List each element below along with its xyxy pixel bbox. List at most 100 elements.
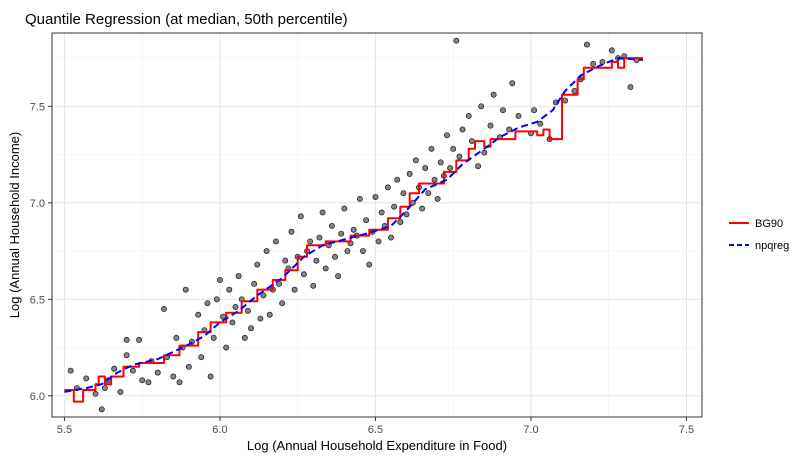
data-point (129, 367, 136, 374)
data-point (235, 273, 242, 280)
data-point (313, 257, 320, 264)
data-point (428, 145, 435, 152)
data-point (316, 234, 323, 241)
data-point (251, 280, 258, 287)
data-point (300, 271, 307, 278)
data-point (468, 138, 475, 145)
data-point (136, 336, 143, 343)
data-point (263, 248, 270, 255)
data-point (444, 132, 450, 139)
data-point (161, 305, 167, 312)
data-point (447, 165, 454, 172)
data-point (310, 282, 317, 289)
data-point (272, 238, 279, 245)
y-tick-label: 7.0 (30, 198, 45, 210)
data-point (509, 80, 516, 87)
data-point (307, 238, 314, 245)
x-tick-label: 7.5 (679, 424, 694, 436)
data-point (412, 157, 419, 164)
data-point (397, 219, 404, 226)
data-point (145, 379, 152, 386)
data-point (332, 253, 338, 260)
data-point (450, 145, 457, 152)
data-point (226, 286, 233, 293)
data-point (481, 149, 488, 156)
data-point (571, 87, 578, 94)
data-point (437, 159, 444, 166)
y-tick-label: 7.5 (30, 101, 45, 113)
axis-ticks: 5.5 6.0 6.5 7.0 7.5 6.0 6.5 7.0 7.5 (30, 101, 694, 436)
regression-lines (64, 57, 643, 403)
data-point (98, 406, 105, 413)
data-point (111, 365, 118, 372)
data-point (500, 107, 506, 114)
data-point (319, 209, 326, 216)
data-point (465, 113, 472, 119)
data-point (360, 248, 366, 255)
legend-label-npqreg: npqreg (755, 240, 789, 252)
data-point (198, 354, 205, 361)
data-point (456, 153, 463, 160)
data-point (170, 373, 177, 380)
data-point (350, 226, 357, 233)
data-point (229, 319, 236, 326)
data-point (419, 205, 426, 212)
data-point (282, 257, 289, 264)
plot-border (51, 32, 703, 418)
data-point (378, 209, 385, 216)
data-point (478, 103, 485, 110)
data-point (608, 47, 615, 54)
chart-title: Quantile Regression (at median, 50th per… (25, 11, 348, 28)
data-point (297, 213, 304, 220)
data-point (459, 126, 466, 133)
data-point (204, 300, 211, 307)
data-point (223, 344, 230, 351)
y-tick-label: 6.5 (30, 294, 45, 306)
data-point (248, 325, 254, 332)
data-point (244, 307, 251, 314)
data-point (176, 379, 183, 386)
x-tick-label: 6.0 (212, 424, 227, 436)
data-point (453, 37, 460, 44)
x-tick-label: 7.0 (523, 424, 538, 436)
data-point (425, 190, 432, 197)
data-point (322, 265, 329, 272)
data-point (232, 304, 239, 310)
data-point (288, 228, 295, 235)
y-tick-label: 6.0 (30, 391, 45, 403)
data-point (384, 184, 391, 191)
data-point (241, 334, 248, 341)
legend-label-bg90: BG90 (755, 218, 783, 230)
data-point (207, 373, 214, 380)
data-point (366, 261, 373, 268)
data-point (475, 163, 482, 170)
legend: BG90 npqreg (729, 218, 789, 252)
data-point (328, 223, 335, 229)
x-tick-label: 5.5 (57, 424, 72, 436)
data-point (154, 369, 161, 376)
data-point (403, 211, 410, 218)
data-point (627, 84, 634, 90)
data-point (388, 234, 394, 241)
data-point (195, 311, 202, 318)
data-point (341, 205, 348, 212)
data-point (213, 296, 220, 303)
data-point (391, 203, 398, 210)
series-line-bg90 (64, 57, 643, 403)
data-point (406, 170, 413, 177)
data-point (92, 390, 99, 397)
series-line-npqreg (64, 57, 643, 393)
data-point (182, 286, 189, 293)
data-point (185, 363, 192, 370)
data-point (363, 217, 370, 224)
data-point (254, 261, 261, 268)
data-point (344, 248, 351, 255)
data-point (422, 165, 429, 172)
data-point (260, 292, 267, 299)
data-point (400, 190, 407, 197)
data-point (101, 385, 108, 392)
plot-panel (52, 33, 702, 417)
data-point (537, 120, 544, 127)
data-point (123, 352, 130, 359)
